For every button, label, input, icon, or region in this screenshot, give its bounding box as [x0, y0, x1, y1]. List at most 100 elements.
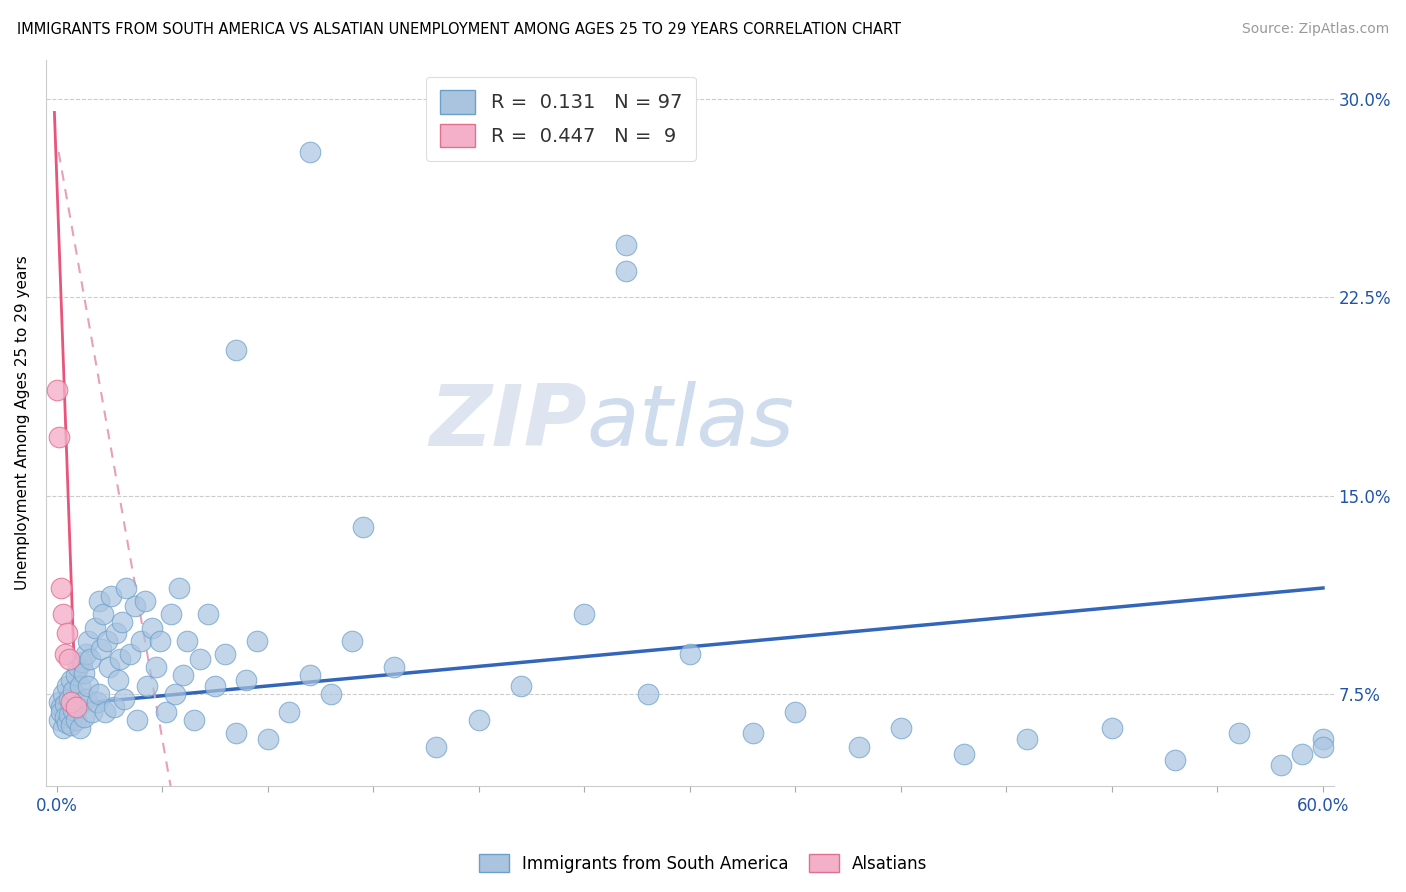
Point	[77, 633, 100, 648]
Point	[96, 633, 118, 648]
Point	[108, 652, 131, 666]
Point	[87, 687, 110, 701]
Point	[298, 668, 321, 682]
Point	[49, 705, 72, 719]
Text: Source: ZipAtlas.com: Source: ZipAtlas.com	[1241, 22, 1389, 37]
Point	[53, 698, 76, 712]
Point	[65, 713, 87, 727]
Point	[340, 633, 363, 648]
Point	[1312, 731, 1334, 746]
Point	[145, 660, 167, 674]
Point	[848, 739, 870, 754]
Point	[69, 721, 91, 735]
Point	[467, 713, 489, 727]
Point	[167, 581, 190, 595]
Point	[129, 633, 152, 648]
Point	[785, 705, 807, 719]
Point	[115, 581, 138, 595]
Point	[52, 687, 75, 701]
Point	[45, 383, 67, 397]
Point	[56, 626, 79, 640]
Point	[204, 679, 226, 693]
Point	[214, 647, 236, 661]
Point	[159, 607, 181, 622]
Point	[69, 679, 91, 693]
Text: IMMIGRANTS FROM SOUTH AMERICA VS ALSATIAN UNEMPLOYMENT AMONG AGES 25 TO 29 YEARS: IMMIGRANTS FROM SOUTH AMERICA VS ALSATIA…	[17, 22, 901, 37]
Point	[56, 679, 79, 693]
Point	[70, 655, 93, 669]
Point	[48, 430, 70, 444]
Point	[246, 633, 269, 648]
Point	[79, 652, 101, 666]
Point	[134, 594, 156, 608]
Point	[425, 739, 447, 754]
Point	[125, 713, 148, 727]
Text: ZIP: ZIP	[429, 382, 586, 465]
Point	[1291, 747, 1313, 762]
Text: atlas: atlas	[586, 382, 794, 465]
Point	[86, 695, 108, 709]
Point	[1227, 726, 1250, 740]
Point	[58, 652, 80, 666]
Point	[53, 647, 76, 661]
Point	[62, 684, 84, 698]
Point	[141, 621, 163, 635]
Point	[183, 713, 205, 727]
Point	[98, 660, 121, 674]
Point	[66, 699, 89, 714]
Point	[66, 660, 89, 674]
Point	[62, 702, 84, 716]
Point	[75, 647, 97, 661]
Point	[60, 695, 83, 709]
Point	[49, 581, 72, 595]
Point	[65, 668, 87, 682]
Point	[56, 715, 79, 730]
Point	[52, 721, 75, 735]
Point	[679, 647, 702, 661]
Point	[225, 343, 247, 358]
Legend: Immigrants from South America, Alsatians: Immigrants from South America, Alsatians	[472, 847, 934, 880]
Point	[48, 695, 70, 709]
Point	[75, 692, 97, 706]
Point	[188, 652, 211, 666]
Point	[87, 594, 110, 608]
Point	[1017, 731, 1039, 746]
Point	[953, 747, 976, 762]
Point	[382, 660, 405, 674]
Point	[298, 145, 321, 159]
Point	[163, 687, 186, 701]
Point	[616, 237, 638, 252]
Point	[637, 687, 659, 701]
Point	[616, 264, 638, 278]
Point	[509, 679, 531, 693]
Point	[235, 673, 257, 688]
Point	[100, 589, 122, 603]
Point	[82, 705, 104, 719]
Point	[65, 699, 87, 714]
Point	[1270, 758, 1292, 772]
Point	[155, 705, 177, 719]
Point	[319, 687, 342, 701]
Point	[49, 699, 72, 714]
Point	[53, 710, 76, 724]
Point	[60, 673, 83, 688]
Point	[124, 599, 146, 614]
Point	[574, 607, 596, 622]
Point	[58, 692, 80, 706]
Point	[103, 699, 125, 714]
Point	[256, 731, 278, 746]
Point	[77, 679, 100, 693]
Point	[70, 695, 93, 709]
Point	[90, 641, 112, 656]
Point	[112, 692, 135, 706]
Point	[1164, 753, 1187, 767]
Point	[890, 721, 912, 735]
Point	[111, 615, 134, 630]
Point	[94, 705, 117, 719]
Legend: R =  0.131   N = 97, R =  0.447   N =  9: R = 0.131 N = 97, R = 0.447 N = 9	[426, 77, 696, 161]
Point	[225, 726, 247, 740]
Point	[107, 673, 129, 688]
Point	[197, 607, 219, 622]
Point	[1312, 739, 1334, 754]
Point	[52, 607, 75, 622]
